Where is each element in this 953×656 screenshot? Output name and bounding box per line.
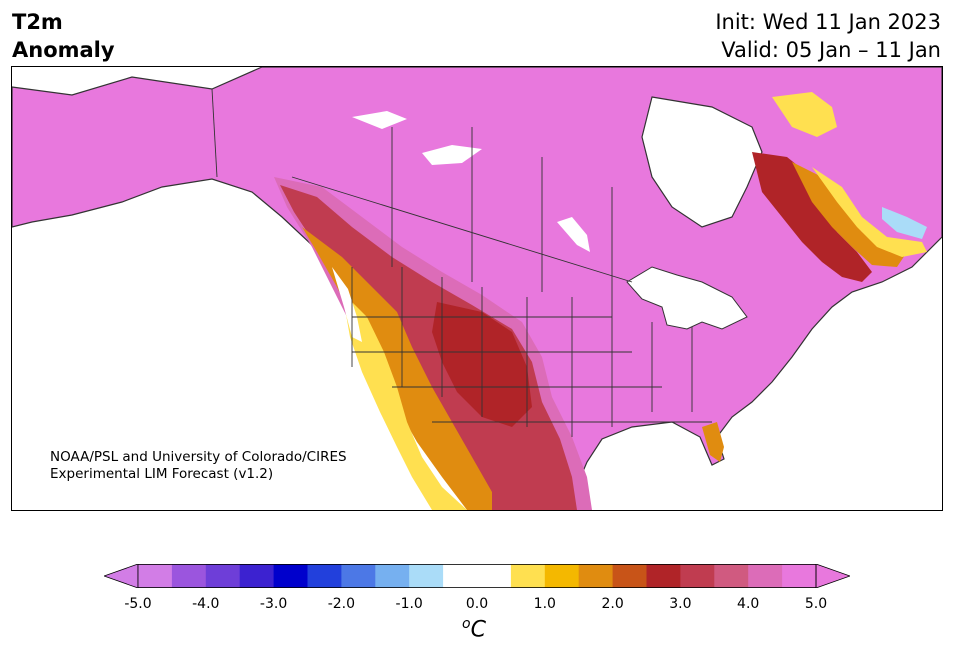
colorbar-segment xyxy=(138,564,173,588)
colorbar-ticks: -5.0 -4.0 -3.0 -2.0 -1.0 0.0 1.0 2.0 3.0 4.0 5.0 xyxy=(0,596,953,616)
hudson-bay xyxy=(641,96,763,228)
colorbar-unit: oC xyxy=(462,616,486,642)
colorbar-tick-label: 1.0 xyxy=(533,596,556,612)
colorbar-under-arrow xyxy=(104,564,139,588)
init-date: Init: Wed 11 Jan 2023 xyxy=(715,10,941,34)
west-coast-pale xyxy=(332,267,362,342)
colorbar-tick-label: 0.0 xyxy=(465,596,489,612)
west-coast-yellow xyxy=(342,292,467,510)
lake-winnipeg xyxy=(557,217,590,252)
northeast-yellow xyxy=(772,92,837,137)
colorbar-tick-label: -3.0 xyxy=(259,596,288,612)
colorbar-segment xyxy=(782,564,817,588)
florida-warm xyxy=(702,422,724,462)
colorbar-segment xyxy=(646,564,681,588)
valid-range: Valid: 05 Jan – 11 Jan xyxy=(721,38,941,62)
east-cool-patch xyxy=(882,207,927,239)
colorbar-segment xyxy=(578,564,614,588)
great-slave-lake xyxy=(352,111,407,129)
colorbar-segment xyxy=(171,564,207,588)
colorbar-segment xyxy=(680,564,715,588)
title-line-1: T2m xyxy=(12,10,63,34)
unit-letter: C xyxy=(470,617,486,643)
colorbar-segment xyxy=(544,564,580,588)
colorbar-segment xyxy=(409,564,444,588)
colorbar-segment xyxy=(205,564,241,588)
colorbar-over-arrow xyxy=(815,564,850,588)
colorbar-segment xyxy=(477,564,512,588)
colorbar-segment xyxy=(748,564,783,588)
colorbar-tick-label: -1.0 xyxy=(395,596,423,612)
colorbar-outline xyxy=(137,564,817,588)
colorbar-segment xyxy=(714,564,749,588)
colorbar-tick-label: -2.0 xyxy=(327,596,356,612)
great-bear-lake xyxy=(422,145,482,165)
colorbar-segment xyxy=(375,564,410,588)
colorbar-segment xyxy=(341,564,376,588)
colorbar-tick-label: 5.0 xyxy=(804,596,828,612)
colorbar xyxy=(104,564,850,588)
colorbar-segment xyxy=(307,564,342,588)
colorbar-segment xyxy=(273,564,308,588)
east-orange-band xyxy=(792,162,907,267)
great-lakes xyxy=(626,266,748,330)
east-yellow-band xyxy=(812,167,927,257)
forecast-dates: Init: Wed 11 Jan 2023 Valid: 05 Jan – 11… xyxy=(715,8,941,64)
map-credit: NOAA/PSL and University of Colorado/CIRE… xyxy=(50,449,347,483)
colorbar-segment xyxy=(239,564,275,588)
colorbar-segment xyxy=(612,564,647,588)
credit-line-2: Experimental LIM Forecast (v1.2) xyxy=(50,466,274,482)
title-line-2: Anomaly xyxy=(12,38,115,62)
colorbar-tick-label: -4.0 xyxy=(192,596,220,612)
colorbar-tick-label: -5.0 xyxy=(124,596,152,612)
west-warm-band-mid xyxy=(280,185,577,510)
map-title: T2m Anomaly xyxy=(12,8,115,64)
colorbar-segment xyxy=(510,564,546,588)
credit-line-1: NOAA/PSL and University of Colorado/CIRE… xyxy=(50,449,347,465)
east-warm-band xyxy=(752,152,872,282)
colorbar-tick-label: 3.0 xyxy=(669,596,692,612)
colorbar-tick-label: 4.0 xyxy=(737,596,760,612)
colorbar-segment xyxy=(443,564,478,588)
anomaly-map: NOAA/PSL and University of Colorado/CIRE… xyxy=(11,66,943,511)
map-canvas xyxy=(12,67,942,510)
political-borders xyxy=(211,88,712,437)
unit-degree-symbol: o xyxy=(462,616,471,632)
colorbar-tick-label: 2.0 xyxy=(601,596,624,612)
